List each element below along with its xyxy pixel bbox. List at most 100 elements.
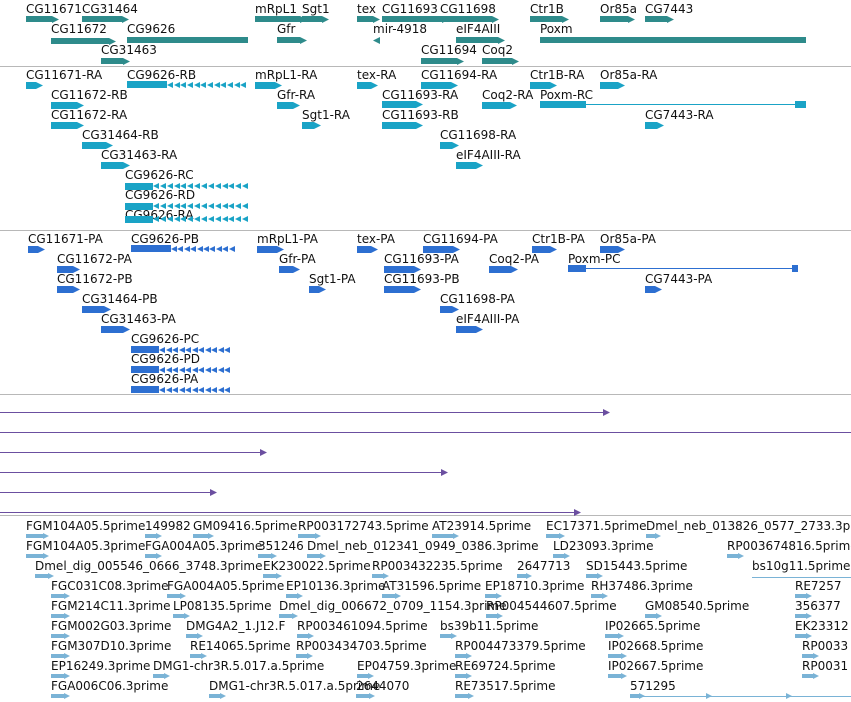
feature-label-mrpl1[interactable]: mRpL1 — [255, 2, 297, 16]
est-glyph[interactable] — [51, 594, 65, 598]
feature-label-fgc031c08-3prime[interactable]: FGC031C08.3prime — [51, 579, 169, 593]
exon-glyph[interactable] — [357, 246, 371, 253]
feature-label-cg11672-rb[interactable]: CG11672-RB — [51, 88, 128, 102]
feature-label-poxm-pc[interactable]: Poxm-PC — [568, 252, 621, 266]
feature-label-dmel-dig-006672-0709-1154-3prime[interactable]: Dmel_dig_006672_0709_1154.3prime — [279, 599, 507, 613]
gene-glyph[interactable] — [382, 16, 442, 22]
est-glyph[interactable] — [795, 594, 807, 598]
feature-label-cg9626-pa[interactable]: CG9626-PA — [131, 372, 199, 386]
est-glyph[interactable] — [455, 674, 467, 678]
feature-label-dmg1-chr3r-5-017-a-5prime[interactable]: DMG1-chr3R.5.017.a.5prime — [153, 659, 325, 673]
feature-label-cg11672-pa[interactable]: CG11672-PA — [57, 252, 132, 266]
feature-label-cg11671-ra[interactable]: CG11671-RA — [26, 68, 103, 82]
feature-label-cg11694-ra[interactable]: CG11694-RA — [421, 68, 498, 82]
exon-glyph[interactable] — [382, 122, 416, 129]
feature-label-re69724-5prime[interactable]: RE69724.5prime — [455, 659, 556, 673]
feature-label-cg9626-pd[interactable]: CG9626-PD — [131, 352, 201, 366]
feature-label-ep10136-3prime[interactable]: EP10136.3prime — [286, 579, 386, 593]
feature-label-fgm307d10-3prime[interactable]: FGM307D10.3prime — [51, 639, 172, 653]
feature-label-cg11672-ra[interactable]: CG11672-RA — [51, 108, 128, 122]
exon-glyph[interactable] — [440, 142, 452, 149]
feature-label-ip02665-5prime[interactable]: IP02665.5prime — [605, 619, 701, 633]
feature-label-cg11694-pa[interactable]: CG11694-PA — [423, 232, 498, 246]
exon-glyph[interactable] — [423, 246, 453, 253]
gene-glyph[interactable] — [277, 37, 300, 43]
exon-glyph[interactable] — [131, 245, 171, 252]
feature-label-bs39b11-5prime[interactable]: bs39b11.5prime — [440, 619, 539, 633]
feature-label-ip02667-5prime[interactable]: IP02667.5prime — [608, 659, 704, 673]
est-glyph[interactable] — [630, 694, 640, 698]
feature-label-mrpl1-ra[interactable]: mRpL1-RA — [255, 68, 318, 82]
est-glyph[interactable] — [546, 534, 560, 538]
exon-glyph[interactable] — [440, 306, 452, 313]
feature-label-coq2-pa[interactable]: Coq2-PA — [489, 252, 539, 266]
est-glyph[interactable] — [645, 614, 657, 618]
feature-label-fgm104a05-5prime[interactable]: FGM104A05.5prime — [26, 519, 146, 533]
est-glyph[interactable] — [486, 614, 498, 618]
feature-label-cg7443[interactable]: CG7443 — [645, 2, 694, 16]
feature-label-dmel-neb-013826-0577-2733-3p[interactable]: Dmel_neb_013826_0577_2733.3p — [646, 519, 851, 533]
exon-glyph[interactable] — [127, 81, 167, 88]
feature-label-rp003172743-5prime[interactable]: RP003172743.5prime — [298, 519, 429, 533]
gene-glyph[interactable] — [440, 16, 492, 22]
feature-label-gm09416-5prime[interactable]: GM09416.5prime — [193, 519, 298, 533]
feature-label-2644070[interactable]: 2644070 — [356, 679, 410, 693]
feature-label-fga004a05-3prime[interactable]: FGA004A05.3prime — [145, 539, 263, 553]
exon-glyph[interactable] — [277, 102, 293, 109]
est-glyph[interactable] — [263, 574, 277, 578]
est-glyph[interactable] — [286, 594, 298, 598]
est-glyph[interactable] — [145, 554, 157, 558]
feature-label-571295[interactable]: 571295 — [630, 679, 676, 693]
est-glyph[interactable] — [357, 674, 369, 678]
est-glyph[interactable] — [727, 554, 739, 558]
feature-label-gm08540-5prime[interactable]: GM08540.5prime — [645, 599, 750, 613]
est-glyph[interactable] — [26, 554, 44, 558]
exon-glyph[interactable] — [600, 82, 618, 89]
est-glyph[interactable] — [553, 554, 565, 558]
feature-label-ctr1b[interactable]: Ctr1B — [530, 2, 564, 16]
exon-glyph[interactable] — [532, 246, 550, 253]
feature-label-rp003434703-5prime[interactable]: RP003434703.5prime — [296, 639, 427, 653]
exon-glyph[interactable] — [540, 101, 586, 108]
est-glyph[interactable] — [35, 574, 49, 578]
exon-glyph[interactable] — [82, 142, 106, 149]
feature-label-ctr1b-ra[interactable]: Ctr1B-RA — [530, 68, 585, 82]
exon-glyph[interactable] — [82, 306, 104, 313]
feature-label-cg31463-pa[interactable]: CG31463-PA — [101, 312, 176, 326]
est-glyph[interactable] — [209, 694, 221, 698]
feature-label-at23914-5prime[interactable]: AT23914.5prime — [432, 519, 532, 533]
feature-label-rh37486-3prime[interactable]: RH37486.3prime — [591, 579, 693, 593]
exon-glyph[interactable] — [357, 82, 371, 89]
feature-label-tex[interactable]: tex — [357, 2, 376, 16]
feature-label-cg9626-pc[interactable]: CG9626-PC — [131, 332, 200, 346]
est-glyph[interactable] — [802, 674, 814, 678]
est-glyph[interactable] — [455, 694, 469, 698]
gene-glyph[interactable] — [51, 38, 109, 44]
exon-glyph[interactable] — [57, 266, 73, 273]
feature-label-fga004a05-5prime[interactable]: FGA004A05.5prime — [167, 579, 285, 593]
feature-label-cg31464[interactable]: CG31464 — [82, 2, 138, 16]
exon-glyph[interactable] — [279, 266, 293, 273]
feature-label-ek23312[interactable]: EK23312 — [795, 619, 849, 633]
est-glyph[interactable] — [586, 574, 598, 578]
est-glyph[interactable] — [51, 694, 65, 698]
feature-label-cg11671[interactable]: CG11671 — [26, 2, 82, 16]
est-glyph[interactable] — [795, 634, 807, 638]
exon-glyph[interactable] — [482, 102, 510, 109]
exon-glyph[interactable] — [645, 286, 655, 293]
exon-glyph[interactable] — [421, 82, 451, 89]
exon-glyph[interactable] — [125, 203, 153, 210]
feature-label-mrpl1-pa[interactable]: mRpL1-PA — [257, 232, 318, 246]
est-glyph[interactable] — [591, 594, 603, 598]
est-glyph[interactable] — [296, 654, 308, 658]
feature-label-poxm-rc[interactable]: Poxm-RC — [540, 88, 594, 102]
feature-label-cg11693-pa[interactable]: CG11693-PA — [384, 252, 459, 266]
exon-glyph[interactable] — [57, 286, 73, 293]
exon-glyph[interactable] — [456, 326, 476, 333]
feature-label-356377[interactable]: 356377 — [795, 599, 841, 613]
est-glyph[interactable] — [153, 674, 165, 678]
gene-glyph[interactable] — [127, 37, 248, 43]
feature-label-fgm104a05-3prime[interactable]: FGM104A05.3prime — [26, 539, 146, 553]
exon-glyph[interactable] — [51, 122, 77, 129]
est-glyph[interactable] — [297, 634, 309, 638]
